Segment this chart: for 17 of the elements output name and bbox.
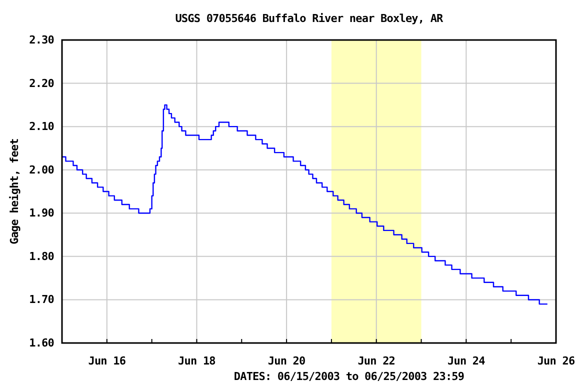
x-tick-label: Jun 20 [268, 354, 306, 368]
x-tick-label: Jun 22 [358, 354, 396, 368]
y-tick-label: 2.20 [29, 76, 54, 90]
x-tick-label: Jun 18 [178, 354, 216, 368]
y-tick-label: 1.90 [29, 206, 54, 220]
y-tick-label: 2.30 [29, 34, 54, 47]
chart-title: USGS 07055646 Buffalo River near Boxley, AR [175, 12, 444, 25]
x-tick-label: Jun 16 [88, 354, 126, 368]
y-tick-label: 1.60 [29, 336, 54, 350]
x-tick-label: Jun 26 [537, 354, 576, 368]
y-tick-label: 1.70 [29, 293, 54, 306]
x-tick-label: Jun 24 [448, 354, 486, 368]
y-tick-label: 1.80 [29, 250, 54, 263]
y-axis-title: Gage height, feet [8, 138, 21, 244]
x-axis-title: DATES: 06/15/2003 to 06/25/2003 23:59 [234, 370, 464, 383]
y-tick-label: 2.10 [29, 120, 54, 134]
y-tick-label: 2.00 [29, 163, 54, 176]
